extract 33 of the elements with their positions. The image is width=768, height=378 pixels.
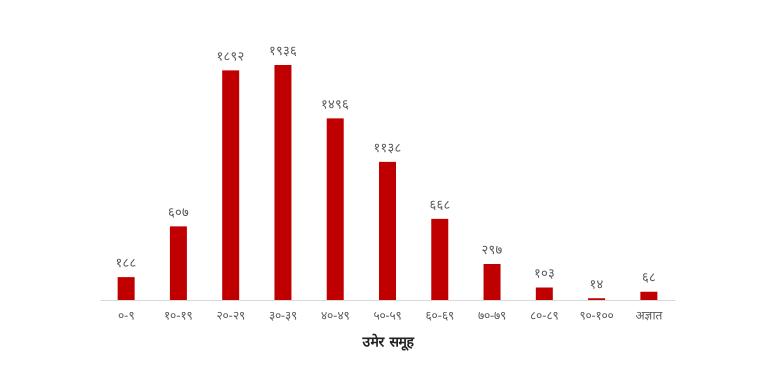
x-tick-label: ०-९	[118, 308, 134, 322]
x-tick-label: ४०-४९	[321, 308, 350, 322]
bar	[170, 226, 187, 300]
x-tick-label: ९०-१००	[579, 308, 614, 322]
x-tick-label: ३०-३९	[268, 308, 298, 322]
x-tick-label: ५०-५९	[373, 308, 402, 322]
bar	[222, 70, 240, 300]
x-tick-label: अज्ञात	[635, 308, 664, 322]
data-label: ६०७	[168, 205, 189, 220]
bar	[484, 264, 501, 300]
data-label: ६८	[642, 270, 656, 286]
data-label: १४९६	[321, 97, 350, 112]
bar	[274, 65, 292, 300]
bar	[326, 118, 344, 300]
x-tick-label: ८०-८९	[530, 308, 558, 322]
bar	[640, 292, 658, 300]
bar	[536, 287, 553, 300]
bar	[431, 218, 448, 300]
data-label: १८९२	[216, 49, 245, 64]
bar	[379, 162, 396, 300]
x-tick-label: २०-२९	[216, 308, 245, 322]
data-label: २९७	[482, 242, 503, 258]
data-label: ११३८	[374, 140, 402, 156]
data-label: १९३६	[268, 44, 297, 59]
x-tick-label: १०-१९	[164, 308, 193, 322]
data-label: १०३	[534, 266, 555, 282]
x-tick-label: ७०-७९	[478, 308, 506, 322]
data-label: १४	[590, 277, 604, 292]
x-axis-title: उमेर समूह	[362, 334, 414, 352]
x-tick-label: ६०-६९	[426, 308, 454, 322]
bar	[118, 277, 135, 300]
data-label: १८८	[116, 256, 137, 272]
data-label: ६६८	[429, 198, 450, 213]
